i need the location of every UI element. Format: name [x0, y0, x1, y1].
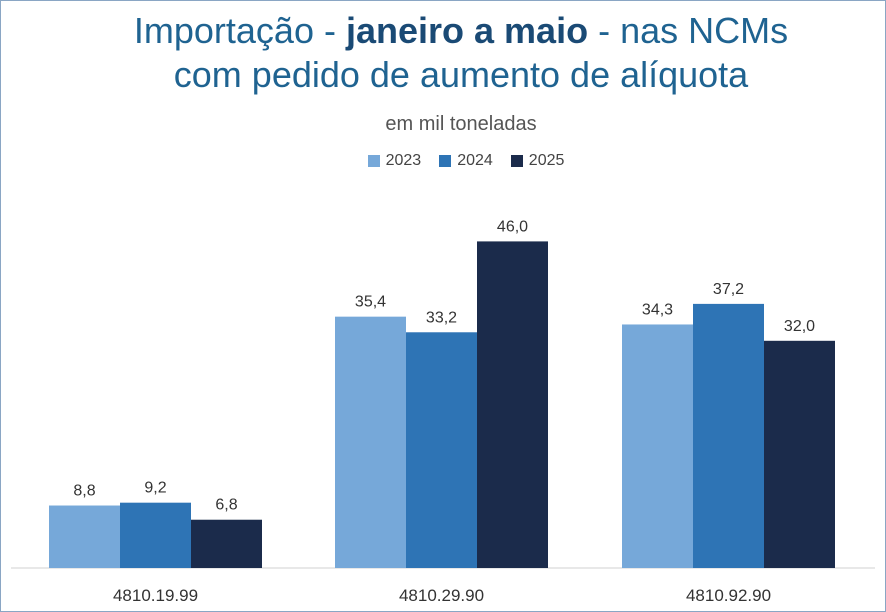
legend-swatch-2025	[510, 155, 523, 167]
legend-label-2023: 2023	[385, 152, 422, 169]
bar-2024-4810.92.90	[693, 303, 764, 568]
bar-2025-4810.19.99	[191, 519, 262, 568]
bar-2025-4810.29.90	[477, 241, 548, 568]
bar-2025-4810.92.90	[764, 340, 835, 568]
category-label-4810.29.90: 4810.29.90	[399, 586, 484, 605]
bar-2023-4810.92.90	[622, 324, 693, 568]
data-label-2023-4810.29.90: 35,4	[355, 294, 386, 311]
chart-title: Importação - janeiro a maio - nas NCMs c…	[41, 9, 881, 97]
data-label-2024-4810.29.90: 33,2	[426, 309, 457, 326]
bar-2023-4810.19.99	[49, 505, 120, 568]
category-label-4810.19.99: 4810.19.99	[113, 586, 198, 605]
bar-2024-4810.19.99	[120, 502, 191, 568]
data-label-2024-4810.19.99: 9,2	[144, 480, 166, 497]
data-label-2025-4810.92.90: 32,0	[784, 318, 815, 335]
bar-2023-4810.29.90	[335, 316, 406, 568]
title-part-1: Importação -	[133, 10, 346, 51]
bar-2024-4810.29.90	[406, 332, 477, 568]
legend-item-2024: 2024	[439, 152, 493, 170]
legend-item-2023: 2023	[367, 152, 422, 170]
legend-swatch-2023	[367, 155, 380, 167]
data-label-2023-4810.92.90: 34,3	[642, 301, 673, 318]
chart-subtitle: em mil toneladas	[385, 113, 537, 135]
data-label-2023-4810.19.99: 8,8	[73, 483, 95, 500]
category-label-4810.92.90: 4810.92.90	[686, 586, 771, 605]
legend-swatch-2024	[439, 155, 452, 167]
data-label-2024-4810.92.90: 37,2	[713, 281, 744, 298]
title-part-2: janeiro a maio	[345, 10, 589, 51]
data-label-2025-4810.29.90: 46,0	[497, 218, 528, 235]
legend-label-2025: 2025	[528, 152, 565, 169]
legend-item-2025: 2025	[510, 152, 565, 170]
legend-label-2024: 2024	[457, 152, 493, 169]
title-part-4: com pedido de aumento de alíquota	[173, 54, 749, 95]
chart-legend: 2023 2024 2025	[1, 152, 886, 170]
title-part-3: - nas NCMs	[588, 10, 789, 51]
data-label-2025-4810.19.99: 6,8	[215, 497, 237, 514]
